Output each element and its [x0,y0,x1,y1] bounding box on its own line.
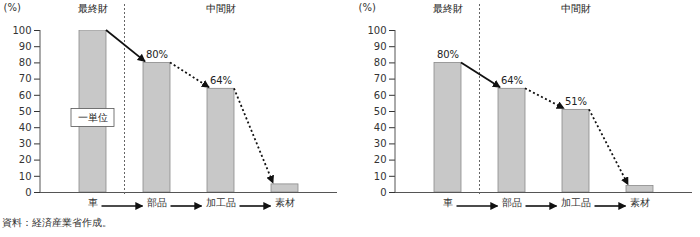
svg-text:10: 10 [374,171,387,182]
svg-text:50: 50 [374,106,387,117]
svg-text:80%: 80% [146,49,168,60]
svg-text:30: 30 [374,138,387,149]
svg-text:100: 100 [367,25,386,36]
svg-text:80: 80 [374,57,387,68]
svg-text:中間財: 中間財 [561,3,591,14]
svg-text:車: 車 [443,197,453,208]
svg-text:30: 30 [19,138,32,149]
svg-text:40: 40 [374,122,387,133]
svg-text:64%: 64% [501,75,523,86]
svg-text:60: 60 [374,90,387,101]
svg-text:51%: 51% [565,96,587,107]
svg-text:0: 0 [25,187,31,198]
svg-text:(%): (%) [4,2,21,13]
svg-text:20: 20 [19,154,32,165]
svg-text:最終財: 最終財 [433,3,463,14]
svg-text:(%): (%) [359,2,376,13]
html-text:資料：経済産業省作成。: 資料：経済産業省作成。 [2,217,112,228]
svg-text:部品: 部品 [147,197,167,208]
svg-text:一単位: 一単位 [78,112,108,123]
svg-text:素材: 素材 [275,197,295,208]
svg-text:加工品: 加工品 [206,197,236,208]
svg-text:80: 80 [19,57,32,68]
svg-text:70: 70 [19,73,32,84]
svg-text:10: 10 [19,171,32,182]
svg-text:部品: 部品 [502,197,522,208]
svg-text:加工品: 加工品 [561,197,591,208]
svg-text:60: 60 [19,90,32,101]
svg-text:最終財: 最終財 [78,3,108,14]
svg-text:90: 90 [374,41,387,52]
svg-text:中間財: 中間財 [206,3,236,14]
svg-text:100: 100 [12,25,31,36]
svg-text:64%: 64% [210,75,232,86]
svg-text:20: 20 [374,154,387,165]
svg-text:素材: 素材 [630,197,650,208]
svg-text:90: 90 [19,41,32,52]
svg-text:車: 車 [88,197,98,208]
svg-text:40: 40 [19,122,32,133]
svg-text:80%: 80% [437,49,459,60]
svg-text:0: 0 [380,187,386,198]
svg-text:50: 50 [19,106,32,117]
svg-text:70: 70 [374,73,387,84]
